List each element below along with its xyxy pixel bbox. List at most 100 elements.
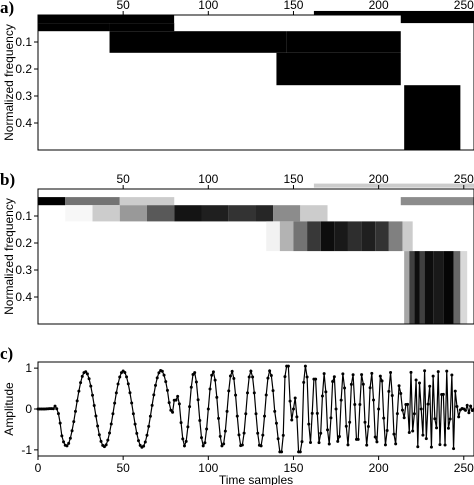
panel-c-x-tick-label: 100 <box>198 461 218 475</box>
signal-point <box>389 371 393 375</box>
signal-point <box>196 398 200 402</box>
signal-point <box>169 408 173 412</box>
signal-point <box>341 372 345 376</box>
signal-point <box>450 373 454 377</box>
panel-a-tile <box>404 85 461 150</box>
signal-point <box>84 370 88 374</box>
signal-point <box>247 375 251 379</box>
signal-point <box>314 377 318 381</box>
panel-a-tile <box>313 10 474 15</box>
signal-point <box>263 414 267 418</box>
signal-point <box>252 391 256 395</box>
panel-a-tile <box>38 15 175 24</box>
panel-b-tile <box>201 205 229 222</box>
signal-point <box>77 389 81 393</box>
panel-a-tile <box>174 15 311 24</box>
signal-point <box>339 398 343 402</box>
panel-b-tile <box>256 205 274 222</box>
signal-point <box>394 442 398 446</box>
panel-a-x-tick-label: 50 <box>116 0 130 12</box>
panel-b-x-tick-label: 250 <box>454 172 474 186</box>
signal-point <box>326 428 330 432</box>
signal-point <box>58 421 62 425</box>
panel-a-tile <box>109 31 287 53</box>
signal-point <box>426 402 430 406</box>
panel-b-tile <box>361 221 376 252</box>
panel-b-tile <box>433 251 444 324</box>
signal-point <box>198 418 202 422</box>
signal-point <box>108 431 112 435</box>
signal-point <box>268 369 272 373</box>
panel-b-frame <box>37 188 474 325</box>
signal-point <box>85 372 89 376</box>
signal-point <box>407 431 411 435</box>
signal-point <box>70 429 74 433</box>
signal-point <box>189 385 193 389</box>
signal-point <box>51 407 55 411</box>
signal-point <box>382 416 386 420</box>
signal-point <box>343 386 347 390</box>
signal-point <box>429 445 433 449</box>
signal-point <box>113 401 117 405</box>
signal-point <box>75 399 79 403</box>
signal-point <box>97 433 101 437</box>
signal-point <box>201 444 205 448</box>
panel-a-y-tick-label: 0.1 <box>15 35 32 49</box>
signal-point <box>392 432 396 436</box>
signal-point <box>431 374 435 378</box>
signal-point <box>428 384 432 388</box>
panel-a-x-tick-label: 150 <box>283 0 303 12</box>
signal-point <box>143 440 147 444</box>
signal-point <box>418 381 421 385</box>
signal-point <box>378 374 382 378</box>
panel-b-tile <box>347 221 362 252</box>
signal-point <box>332 375 336 379</box>
signal-point <box>383 443 387 447</box>
signal-point <box>365 443 369 447</box>
panel-a-tile <box>286 31 401 53</box>
panel-c-y-tick-label: 1 <box>25 361 32 375</box>
signal-point <box>469 404 473 408</box>
signal-point <box>242 431 246 435</box>
signal-point <box>336 439 340 443</box>
panel-b-tile <box>174 205 202 222</box>
signal-point <box>237 433 241 437</box>
panel-b-tile <box>375 221 389 252</box>
signal-point <box>228 374 232 378</box>
signal-point <box>361 382 365 386</box>
signal-point <box>118 375 122 379</box>
signal-point <box>363 420 367 424</box>
signal-point <box>416 445 420 449</box>
signal-point <box>281 433 285 437</box>
signal-point <box>220 444 224 448</box>
panel-c-y-axis-label: Amplitude <box>2 382 16 436</box>
signal-point <box>455 404 459 408</box>
panel-b-tile <box>388 221 403 252</box>
signal-point <box>433 417 437 421</box>
signal-point <box>441 392 445 396</box>
signal-point <box>453 389 457 393</box>
panel-c-y-tick-label: 0 <box>25 402 32 416</box>
signal-point <box>87 377 91 381</box>
signal-point <box>249 369 253 373</box>
signal-point <box>208 387 212 391</box>
panel-b-tile <box>453 251 461 324</box>
signal-point <box>62 440 66 444</box>
signal-point <box>235 414 239 418</box>
signal-point <box>290 418 294 422</box>
panel-c-x-tick-label: 150 <box>283 461 303 475</box>
signal-point <box>356 437 360 441</box>
signal-point <box>295 415 299 419</box>
panel-b-tile <box>279 221 294 252</box>
panel-a-y-tick-label: 0.2 <box>15 62 32 76</box>
panel-b-y-tick-label: 0.2 <box>15 236 32 250</box>
panel-b-tile <box>266 221 280 252</box>
signal-point <box>424 437 428 441</box>
panel-a-tile <box>310 15 401 24</box>
panel-b-tile <box>65 197 120 206</box>
signal-point <box>136 439 140 443</box>
signal-point <box>261 433 265 437</box>
signal-point <box>194 380 198 384</box>
signal-point <box>200 436 203 440</box>
panel-b-tile <box>443 251 454 324</box>
